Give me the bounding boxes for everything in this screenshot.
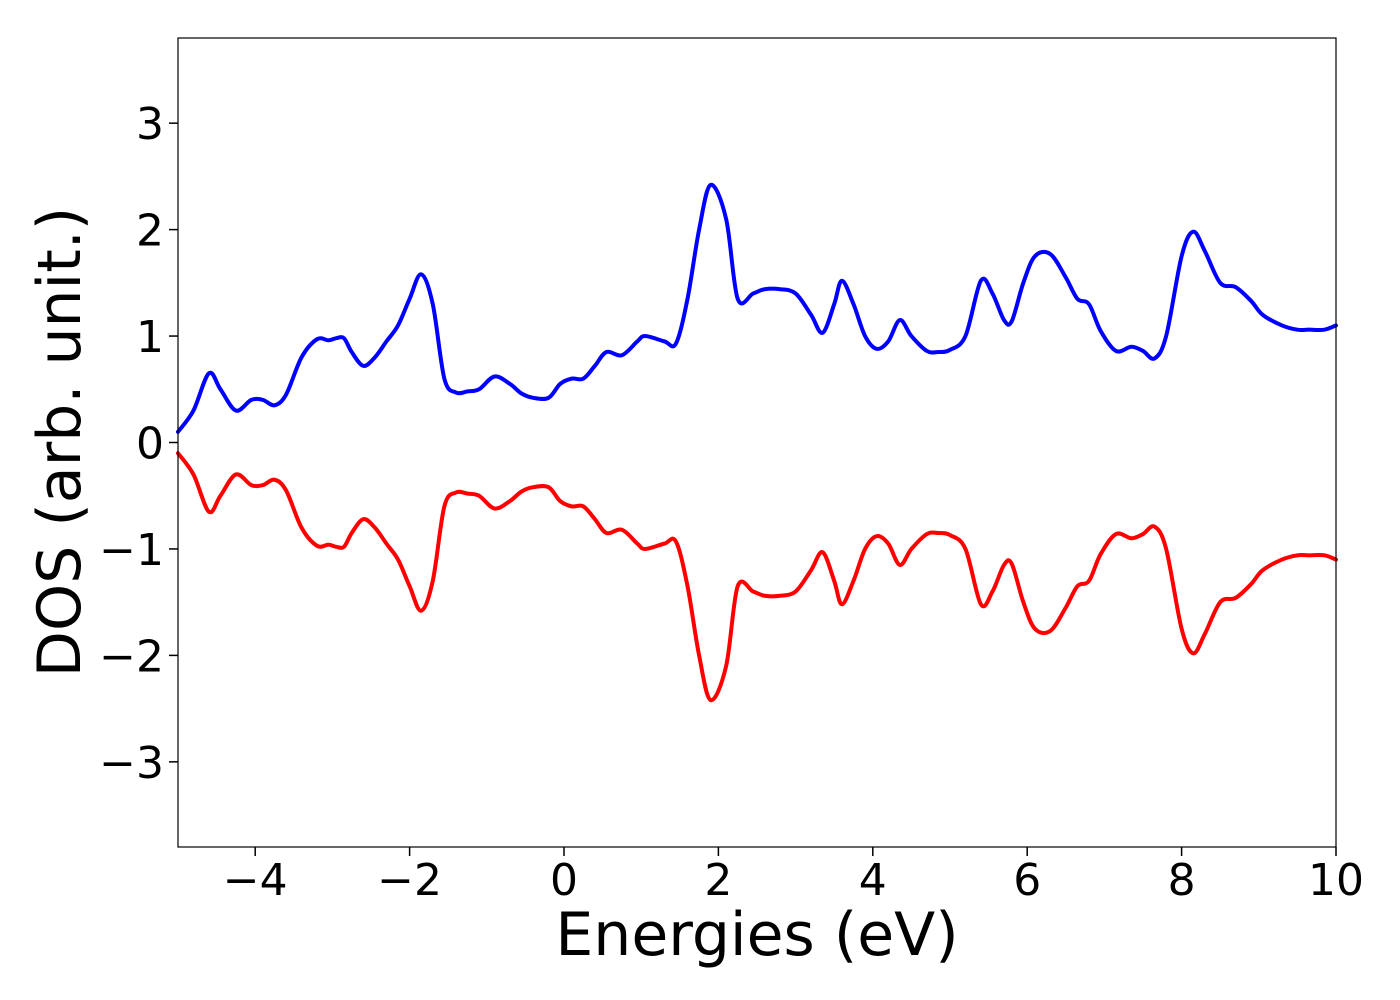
x-tick-label: 0 bbox=[550, 855, 578, 906]
y-tick-label: −2 bbox=[99, 631, 164, 682]
x-tick-label: 6 bbox=[1013, 855, 1041, 906]
y-tick-label: 2 bbox=[136, 206, 164, 257]
x-tick-label: 2 bbox=[704, 855, 732, 906]
series-layer bbox=[176, 182, 1338, 703]
y-axis-ticks: −3 −2 −1 0 1 2 3 bbox=[99, 99, 178, 789]
y-tick-label: 3 bbox=[136, 99, 164, 150]
series-line-1 bbox=[176, 182, 1338, 434]
y-axis-label: DOS (arb. unit.) bbox=[25, 207, 95, 677]
y-tick-label: 1 bbox=[136, 312, 164, 363]
y-tick-label: 0 bbox=[136, 419, 164, 470]
y-tick-label: −3 bbox=[99, 738, 164, 789]
x-tick-label: −2 bbox=[377, 855, 442, 906]
x-tick-label: −4 bbox=[223, 855, 288, 906]
x-tick-label: 4 bbox=[859, 855, 887, 906]
x-tick-label: 8 bbox=[1168, 855, 1196, 906]
y-tick-label: −1 bbox=[99, 525, 164, 576]
series-line-2 bbox=[176, 451, 1338, 703]
x-axis-ticks: −4 −2 0 2 4 6 8 10 bbox=[223, 847, 1364, 906]
x-tick-label: 10 bbox=[1308, 855, 1364, 906]
x-axis-label: Energies (eV) bbox=[555, 900, 958, 970]
